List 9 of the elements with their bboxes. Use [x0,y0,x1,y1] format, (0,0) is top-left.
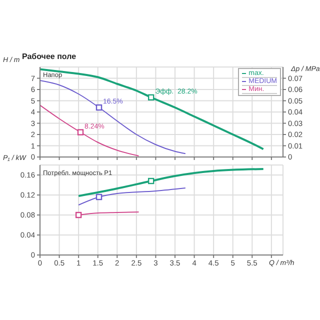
line-series [78,188,186,206]
point [96,104,102,111]
point [77,129,84,136]
point [148,178,154,184]
line-series [40,104,140,156]
chart-title: Рабочее поле [22,52,76,61]
point [96,194,102,200]
point [75,212,82,218]
point [148,94,154,100]
